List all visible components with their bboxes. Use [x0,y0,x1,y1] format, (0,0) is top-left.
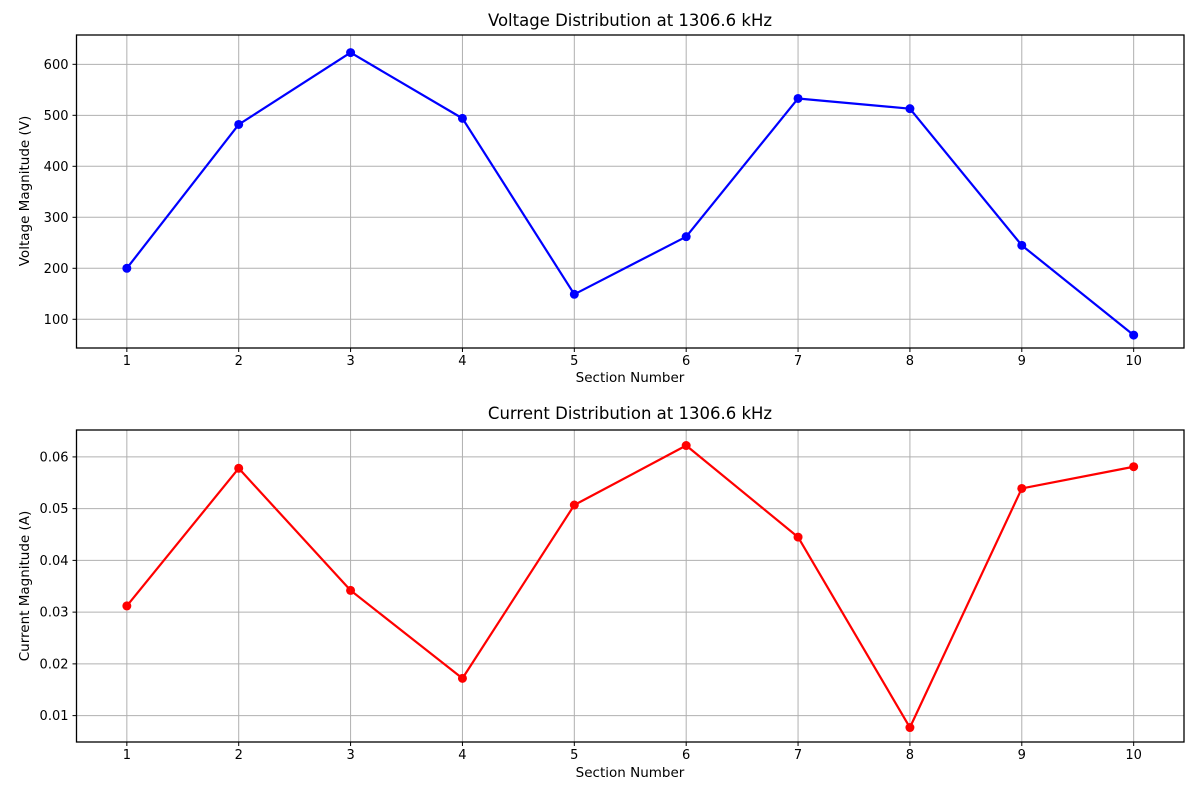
y-tick-label: 600 [44,58,69,73]
voltage-data-point-marker [346,48,356,58]
voltage-data-point-marker [681,232,691,242]
x-tick-label: 1 [123,748,131,763]
x-tick-label: 1 [123,354,131,369]
x-tick-label: 2 [235,354,243,369]
voltage-subplot: 1 2 3 4 5 6 7 8 9 10 100 200 300 400 500 600 [44,34,1185,369]
y-tick-label: 0.02 [40,657,69,672]
x-tick-label: 9 [1018,354,1026,369]
x-tick-label: 6 [682,748,690,763]
x-tick-label: 10 [1125,748,1142,763]
y-tick-label: 0.05 [40,502,69,517]
current-data-point-marker [905,723,915,733]
current-data-point-marker [793,532,803,542]
current-subplot: 1 2 3 4 5 6 7 8 9 10 0.01 0.02 0.03 0.04 0.05 0.06 [40,429,1185,763]
y-tick-label: 500 [44,109,69,124]
current-data-point-marker [1017,483,1027,493]
current-data-point-marker [234,463,244,473]
x-tick-label: 8 [906,354,914,369]
current-data-point-marker [457,673,467,683]
x-tick-label: 3 [346,354,354,369]
voltage-data-point-marker [905,104,915,114]
y-tick-label: 0.01 [40,709,69,724]
voltage-yaxis-label: Voltage Magnitude (V) [17,115,33,267]
current-data-point-marker [1129,462,1139,472]
current-data-point-marker [346,585,356,595]
voltage-data-point-marker [234,119,244,129]
y-tick-label: 400 [44,160,69,175]
x-tick-label: 8 [906,748,914,763]
x-tick-label: 5 [570,354,578,369]
voltage-xaxis-label: Section Number [575,370,685,386]
y-tick-label: 100 [44,313,69,328]
x-tick-label: 7 [794,748,802,763]
x-tick-label: 4 [458,354,466,369]
y-tick-label: 0.06 [40,450,69,465]
axes-spines [75,429,1185,743]
x-tick-label: 3 [346,748,354,763]
voltage-data-point-marker [569,289,579,299]
y-tick-label: 0.04 [40,554,69,569]
voltage-chart-title: Voltage Distribution at 1306.6 kHz [487,11,773,30]
current-data-point-marker [569,500,579,510]
current-data-point-marker [681,441,691,451]
voltage-data-point-marker [1129,330,1139,340]
y-tick-label: 0.03 [40,606,69,621]
x-tick-label: 2 [235,748,243,763]
x-tick-label: 7 [794,354,802,369]
voltage-data-point-marker [457,113,467,123]
x-tick-label: 6 [682,354,690,369]
x-tick-label: 10 [1125,354,1142,369]
current-series-line [125,444,1135,729]
axes-spines [75,34,1185,349]
voltage-series-line [125,51,1135,337]
current-chart-title: Current Distribution at 1306.6 kHz [487,404,773,423]
current-yaxis-label: Current Magnitude (A) [17,510,33,662]
voltage-data-point-marker [793,93,803,103]
voltage-data-point-marker [122,263,132,273]
x-tick-label: 9 [1018,748,1026,763]
y-tick-label: 300 [44,211,69,226]
current-data-point-marker [122,601,132,611]
voltage-data-point-marker [1017,240,1027,250]
x-tick-label: 5 [570,748,578,763]
current-xaxis-label: Section Number [575,765,685,781]
x-tick-label: 4 [458,748,466,763]
y-tick-label: 200 [44,262,69,277]
